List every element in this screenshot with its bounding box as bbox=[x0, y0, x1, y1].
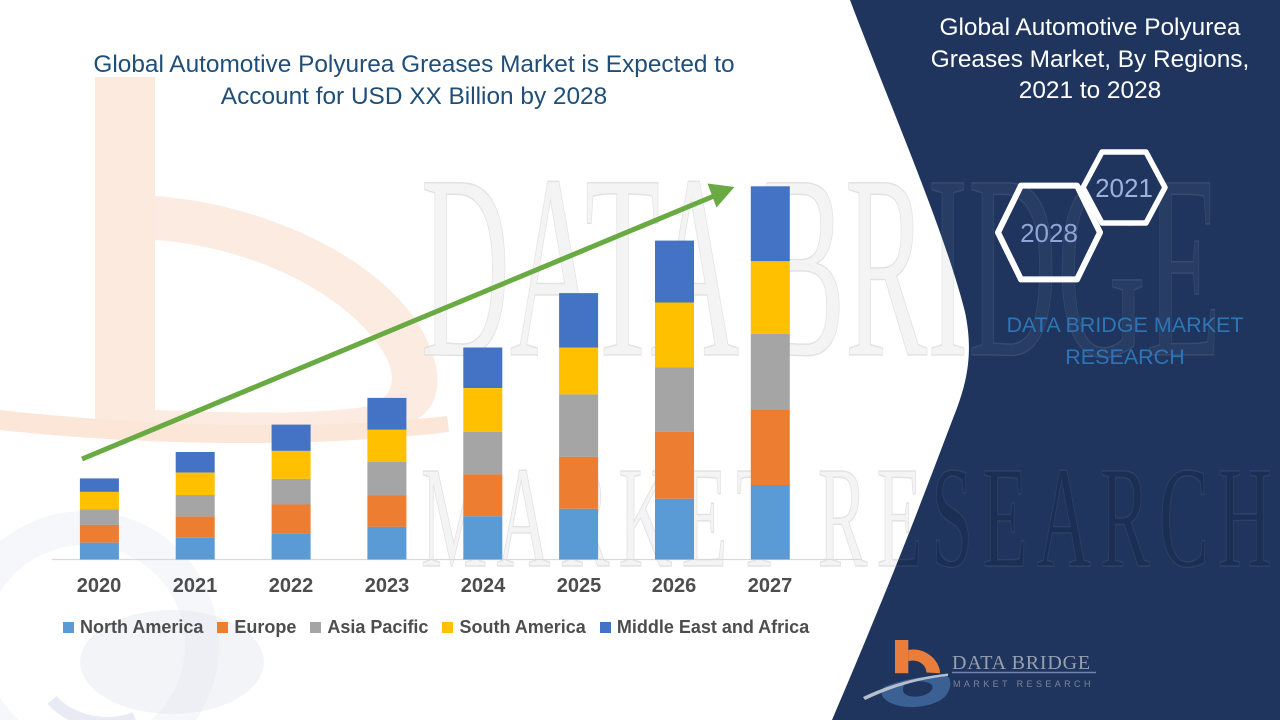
svg-text:DATA BRIDGE: DATA BRIDGE bbox=[952, 652, 1091, 674]
svg-text:MARKET RESEARCH: MARKET RESEARCH bbox=[953, 679, 1094, 689]
svg-text:MARKET RESEARCH: MARKET RESEARCH bbox=[421, 438, 1280, 598]
svg-text:2028: 2028 bbox=[1020, 218, 1078, 248]
svg-text:2021: 2021 bbox=[1095, 173, 1153, 203]
